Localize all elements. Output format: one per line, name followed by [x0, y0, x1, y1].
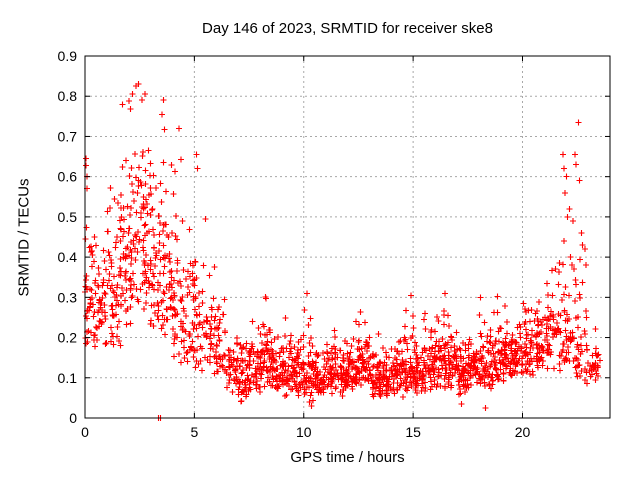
x-tick-label: 15 [405, 424, 421, 440]
y-tick-label: 0.3 [58, 289, 78, 305]
x-tick-label: 5 [190, 424, 198, 440]
x-axis-label: GPS time / hours [290, 449, 405, 466]
x-tick-label: 0 [81, 424, 89, 440]
y-tick-label: 0.6 [58, 169, 78, 185]
y-tick-label: 0.7 [58, 128, 78, 144]
chart-title: Day 146 of 2023, SRMTID for receiver ske… [202, 20, 493, 37]
plot-border [84, 55, 611, 419]
data-points [82, 81, 603, 421]
y-tick-label: 0.9 [58, 48, 78, 64]
y-tick-label: 0.4 [58, 249, 78, 265]
y-axis-label: SRMTID / TECUs [15, 178, 33, 297]
y-tick-label: 0.5 [58, 209, 78, 225]
x-tick-label: 10 [296, 424, 312, 440]
y-tick-label: 0.8 [58, 88, 78, 104]
x-tick-label: 20 [515, 424, 531, 440]
y-tick-label: 0.2 [58, 330, 78, 346]
y-tick-label: 0.1 [58, 370, 78, 386]
y-tick-label: 0 [69, 410, 77, 426]
